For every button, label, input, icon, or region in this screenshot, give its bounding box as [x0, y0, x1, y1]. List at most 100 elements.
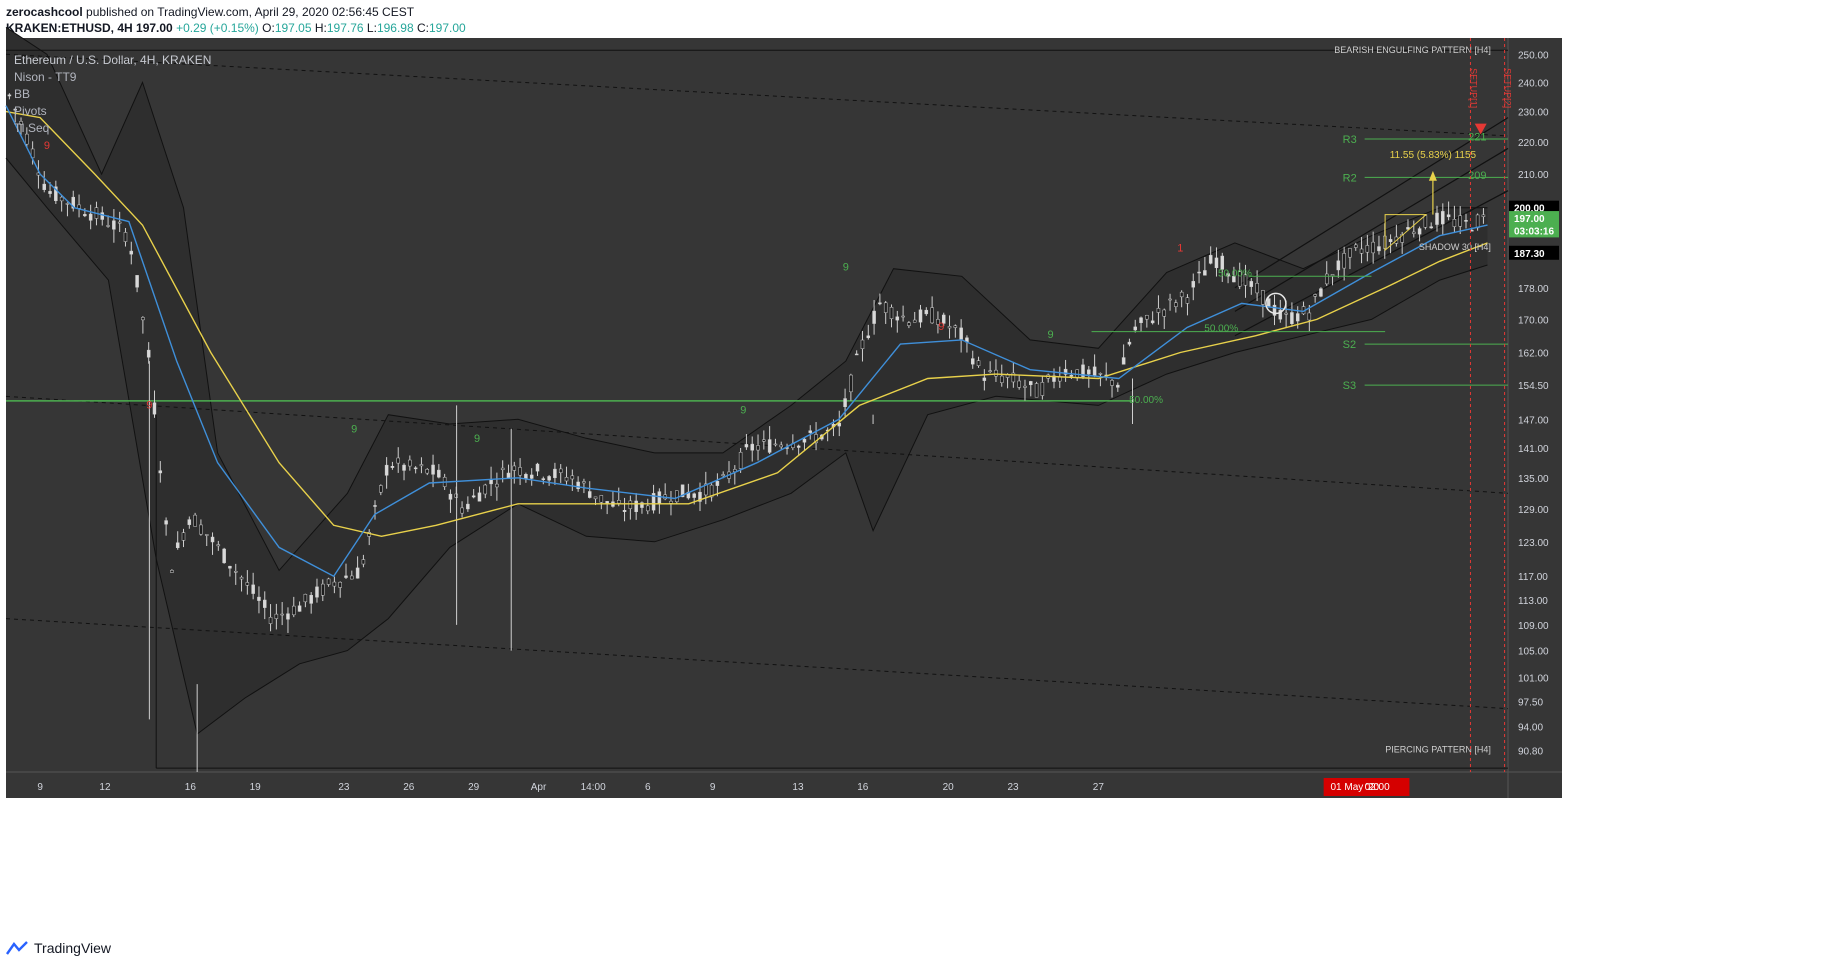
candle-body: [361, 559, 366, 565]
candle-body: [587, 491, 592, 498]
candle-body: [715, 481, 720, 486]
candle-body: [779, 444, 783, 448]
price-tick-label: 90.80: [1518, 746, 1543, 757]
ohlc-bar: KRAKEN:ETHUSD, 4H 197.00 +0.29 (+0.15%) …: [6, 20, 466, 36]
candle-body: [489, 479, 493, 485]
candle-body: [646, 505, 650, 512]
candle-body: [228, 565, 232, 569]
ema-fast-line: [5, 105, 1488, 578]
candle-body: [448, 493, 453, 500]
bollinger-upper-line: [5, 26, 1488, 572]
candle-body: [1330, 274, 1335, 277]
price-tick-label: 129.00: [1518, 505, 1549, 516]
candle-body: [860, 339, 865, 349]
candle-body: [1063, 368, 1068, 375]
candle-body: [239, 576, 244, 580]
candle-body: [1348, 248, 1352, 258]
low-label: L:: [366, 21, 377, 35]
candle-body: [1185, 297, 1190, 304]
candle-body: [170, 570, 174, 573]
candle-body: [112, 220, 116, 230]
candle-body: [379, 485, 383, 493]
candle-body: [65, 203, 70, 205]
time-axis-ticks: 9 12 16 19 23 26 29 Apr 14:00 6 9 13 16 20 23 27: [37, 782, 1104, 793]
time-tick-label: 13: [792, 782, 804, 793]
chart-annotation: PIERCING PATTERN [H4]: [1385, 745, 1491, 755]
price-tag-label: 200.00: [1514, 204, 1545, 215]
candle-body: [1203, 270, 1207, 276]
candle-body: [1278, 309, 1283, 320]
price-tick-label: 105.00: [1518, 647, 1549, 658]
candle-body: [408, 459, 412, 467]
low-value: 196.98: [376, 21, 414, 35]
candle-body: [1000, 375, 1004, 383]
legend-indicator-bb[interactable]: BB: [14, 87, 31, 101]
symbol-label[interactable]: KRAKEN:ETHUSD, 4H: [6, 21, 133, 35]
legend-indicator-pivots[interactable]: Pivots: [14, 104, 47, 118]
candle-body: [1446, 214, 1451, 218]
candle-body: [117, 221, 122, 224]
candle-body: [564, 477, 569, 482]
candle-body: [1284, 312, 1288, 315]
candle-body: [1150, 320, 1155, 324]
candle-body: [338, 581, 342, 588]
time-tick-label: 23: [338, 782, 350, 793]
legend-title[interactable]: Ethereum / U.S. Dollar, 4H, KRAKEN: [14, 53, 212, 67]
candle-body: [744, 444, 749, 448]
candle-body: [152, 402, 157, 415]
chart-annotation: SETUP[1]: [1468, 68, 1478, 108]
td-count-label: 9: [474, 433, 480, 445]
tradingview-logo-icon: [6, 941, 28, 955]
price-tag-box: [1509, 211, 1559, 226]
candle-body: [1365, 245, 1370, 253]
candle-body: [54, 186, 58, 202]
td-count-label: 9: [740, 404, 746, 416]
candle-body: [849, 374, 853, 393]
candle-body: [1313, 294, 1317, 297]
candle-body: [576, 481, 580, 489]
chart-annotation: 221: [1468, 132, 1486, 144]
candle-body: [1214, 257, 1219, 269]
candle-body: [257, 596, 261, 601]
circle-marker: [1265, 292, 1287, 315]
candle-body: [344, 575, 348, 578]
candle-body: [326, 578, 331, 585]
candle-body: [1266, 298, 1271, 308]
candle-body: [762, 439, 766, 442]
candle-body: [1377, 246, 1381, 252]
chart-legend: Ethereum / U.S. Dollar, 4H, KRAKEN Nison…: [14, 52, 211, 137]
chart-annotation: BEARISH ENGULFING PATTERN [H4]: [1334, 45, 1491, 55]
price-tick-label: 170.00: [1518, 315, 1549, 326]
legend-indicator-tt9[interactable]: Nison - TT9: [14, 70, 77, 84]
time-tick-label: 16: [857, 782, 869, 793]
author-name[interactable]: zerocashcool: [6, 5, 83, 19]
candle-body: [123, 232, 128, 242]
candle-body: [1261, 290, 1265, 305]
legend-indicator-tiseq[interactable]: TI Seq: [14, 121, 50, 135]
price-tag-box: [1509, 245, 1559, 260]
candle-body: [756, 445, 760, 451]
candle-body: [558, 468, 563, 473]
candle-body: [669, 500, 673, 504]
time-tick-label: 20: [943, 782, 955, 793]
candle-body: [506, 472, 511, 479]
candle-body: [994, 369, 998, 377]
time-tick-label: 29: [468, 782, 480, 793]
price-change: +0.29 (+0.15%): [176, 21, 259, 35]
tradingview-brand[interactable]: TradingView: [6, 940, 111, 956]
candle-body: [1034, 383, 1039, 398]
candles: [7, 93, 1486, 772]
candle-body: [1220, 255, 1225, 270]
time-tick-label: 27: [1093, 782, 1105, 793]
chart-annotation: 50.00%: [1129, 395, 1163, 406]
candle-body: [605, 501, 609, 504]
candle-body: [953, 325, 958, 328]
candle-body: [982, 377, 987, 381]
candle-body: [274, 613, 279, 619]
candle-body: [210, 536, 215, 543]
candle-body: [419, 464, 424, 467]
candle-body: [1359, 248, 1364, 254]
candle-body: [872, 310, 876, 324]
candle-body: [912, 319, 917, 323]
